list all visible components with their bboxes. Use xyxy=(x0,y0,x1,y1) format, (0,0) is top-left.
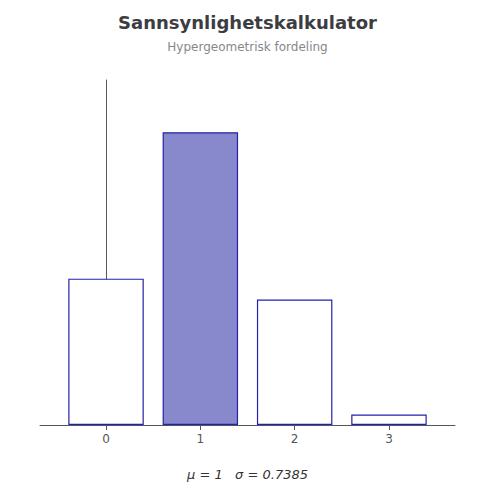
svg-text:Sannsynlighetskalkulator: Sannsynlighetskalkulator xyxy=(118,12,377,33)
svg-text:0: 0 xyxy=(102,432,110,446)
svg-text:Hypergeometrisk fordeling: Hypergeometrisk fordeling xyxy=(167,40,327,54)
svg-text:1: 1 xyxy=(197,432,205,446)
svg-text:μ = 1 σ = 0.7385: μ = 1 σ = 0.7385 xyxy=(186,467,308,482)
svg-text:3: 3 xyxy=(385,432,393,446)
svg-text:2: 2 xyxy=(291,432,299,446)
